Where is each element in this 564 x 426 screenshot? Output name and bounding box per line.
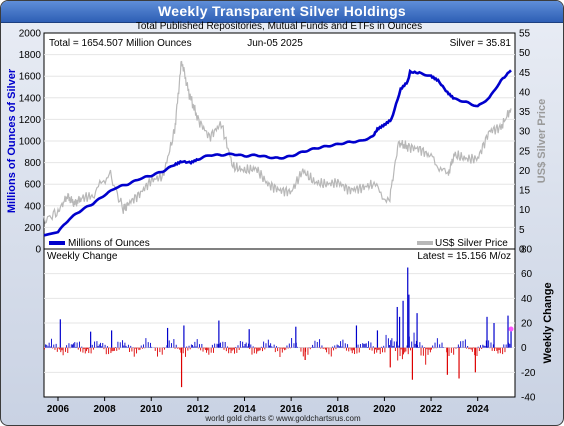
year-tick-label: 2016 bbox=[280, 404, 303, 415]
silver-price-annotation: Silver = 35.81 bbox=[450, 38, 512, 49]
title-bar: Weekly Transparent Silver Holdings bbox=[1, 1, 563, 23]
left-tick-label: 1600 bbox=[19, 72, 42, 83]
right-tick-label: 50 bbox=[519, 48, 531, 59]
year-tick-label: 2014 bbox=[233, 404, 256, 415]
left-tick-label: 1400 bbox=[19, 93, 42, 104]
footer-credit: world gold charts © www.goldchartsrus.co… bbox=[204, 414, 361, 423]
right-tick-label: 25 bbox=[519, 146, 531, 157]
right-axis-label: US$ Silver Price bbox=[536, 99, 548, 183]
year-tick-label: 2024 bbox=[467, 404, 490, 415]
left-axis-ticks: 0 200 400 600 800 1000 1200 1400 1600 1800 2000 bbox=[19, 29, 42, 256]
weekly-change-title: Weekly Change bbox=[47, 251, 118, 262]
chart-subtitle: Total Published Repositories, Mutual Fun… bbox=[136, 21, 422, 32]
right-tick-label: 10 bbox=[519, 205, 531, 216]
holdings-line bbox=[43, 68, 512, 237]
latest-change-marker bbox=[508, 326, 514, 332]
year-axis-ticks: 2006 2008 2010 2012 2014 2016 2018 2020 2022 2024 bbox=[47, 397, 489, 415]
right-tick-label: 55 bbox=[519, 29, 531, 40]
year-tick-label: 2008 bbox=[93, 404, 116, 415]
weekly-change-tick-label: 0 bbox=[521, 343, 527, 354]
weekly-change-bars bbox=[44, 267, 514, 388]
right-tick-label: 35 bbox=[519, 107, 531, 118]
left-tick-label: 800 bbox=[24, 158, 41, 169]
chart-title: Weekly Transparent Silver Holdings bbox=[157, 3, 407, 19]
weekly-change-tick-label: -40 bbox=[521, 393, 536, 404]
weekly-change-tick-label: -20 bbox=[521, 368, 536, 379]
legend-holdings-label: Millions of Ounces bbox=[68, 238, 150, 249]
left-tick-label: 400 bbox=[24, 201, 41, 212]
legend-holdings-swatch bbox=[49, 241, 65, 245]
right-tick-label: 40 bbox=[519, 87, 531, 98]
year-tick-label: 2022 bbox=[420, 404, 443, 415]
legend-price-label: US$ Silver Price bbox=[435, 238, 508, 249]
weekly-change-tick-label: 60 bbox=[521, 269, 533, 280]
year-tick-label: 2018 bbox=[327, 404, 350, 415]
weekly-change-tick-label: 80 bbox=[521, 245, 533, 256]
date-annotation: Jun-05 2025 bbox=[247, 38, 303, 49]
left-axis-label: Millions of Ounces of Silver bbox=[6, 68, 18, 213]
right-tick-label: 30 bbox=[519, 127, 531, 138]
weekly-change-tick-label: 40 bbox=[521, 294, 533, 305]
right-axis-ticks: 0 5 10 15 20 25 30 35 40 45 50 55 bbox=[519, 29, 531, 256]
left-tick-label: 200 bbox=[24, 223, 41, 234]
right-tick-label: 5 bbox=[519, 225, 525, 236]
latest-change-label: Latest = 15.156 M/oz bbox=[417, 251, 511, 262]
year-tick-label: 2006 bbox=[47, 404, 70, 415]
left-tick-label: 1800 bbox=[19, 50, 42, 61]
left-tick-label: 1200 bbox=[19, 115, 42, 126]
left-tick-label: 2000 bbox=[19, 29, 42, 40]
left-tick-label: 0 bbox=[35, 245, 41, 256]
weekly-change-tick-label: 20 bbox=[521, 319, 533, 330]
weekly-change-axis-label: Weekly Change bbox=[542, 282, 554, 363]
right-tick-label: 45 bbox=[519, 68, 531, 79]
weekly-change-axis-ticks: -40 -20 0 20 40 60 80 bbox=[521, 245, 536, 404]
year-tick-label: 2020 bbox=[373, 404, 396, 415]
left-tick-label: 600 bbox=[24, 180, 41, 191]
right-tick-label: 0 bbox=[519, 245, 525, 256]
year-tick-label: 2010 bbox=[140, 404, 163, 415]
legend-price-swatch bbox=[417, 241, 433, 245]
left-tick-label: 1000 bbox=[19, 137, 42, 148]
right-tick-label: 15 bbox=[519, 186, 531, 197]
right-tick-label: 20 bbox=[519, 166, 531, 177]
total-annotation: Total = 1654.507 Million Ounces bbox=[49, 38, 192, 49]
year-tick-label: 2012 bbox=[187, 404, 210, 415]
silver-price-line bbox=[43, 60, 512, 225]
